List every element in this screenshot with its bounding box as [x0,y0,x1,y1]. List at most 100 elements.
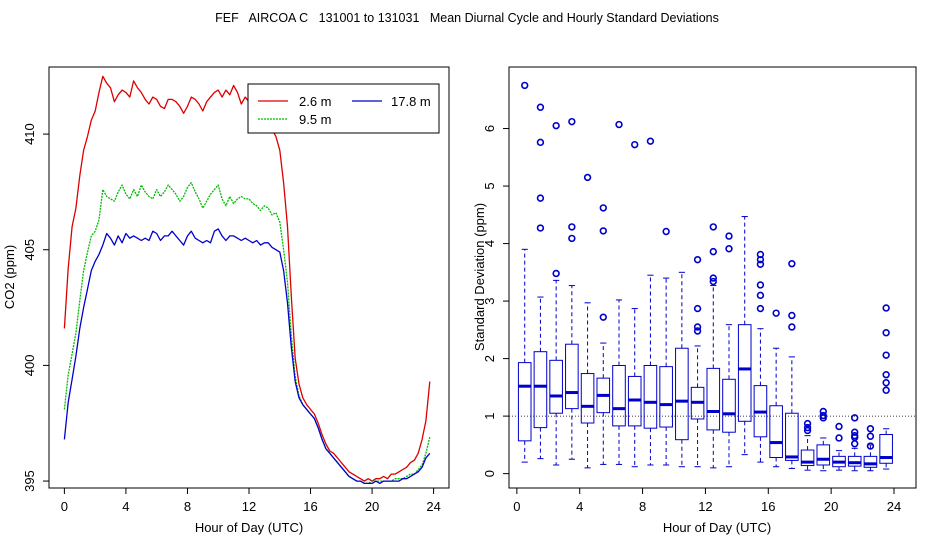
outlier-point [882,329,890,337]
outlier-point [552,269,560,278]
outlier-point [756,304,765,313]
legend-box [247,83,440,134]
boxplot-hour [675,271,689,468]
boxplot-hour [879,304,893,470]
right-y-tick-label: 3 [482,297,497,304]
outlier-point [709,247,717,256]
outlier-point [631,140,639,149]
outlier-point [615,120,623,129]
iqr-box [580,373,595,424]
right-x-tick-label: 4 [576,499,583,514]
right-y-tick-label: 1 [482,412,497,419]
right-y-tick-label: 5 [482,182,497,189]
right-y-axis-label: Standard Deviation (ppm) [472,203,487,351]
iqr-box [879,434,893,464]
right-x-axis-label: Hour of Day (UTC) [663,520,771,535]
outlier-point [788,259,796,268]
iqr-box [863,455,878,468]
outlier-point [599,204,607,212]
iqr-box [675,347,689,441]
iqr-box [800,449,815,467]
right-x-tick-label: 0 [513,499,520,514]
boxplot-hour [769,309,783,468]
outlier-point [709,274,717,282]
right-y-tick-label: 4 [482,240,497,247]
outlier-point [756,291,765,300]
legend-label-17-8m: 17.8 m [391,94,431,109]
boxplot-hour [565,117,579,460]
left-x-tick-label: 20 [365,499,379,514]
iqr-box [612,364,626,427]
outlier-point [568,117,576,126]
left-y-tick-label: 405 [22,239,37,261]
chart-title: FEF AIRCOA C 131001 to 131031 Mean Diurn… [215,11,719,25]
outlier-point [835,422,843,431]
left-x-tick-label: 24 [426,499,440,514]
outlier-point [536,194,545,202]
outlier-point [756,255,765,264]
outlier-point [599,313,607,321]
left-x-axis-label: Hour of Day (UTC) [195,520,303,535]
outlier-point [662,227,670,236]
outlier-point [866,442,875,450]
outlier-point [819,411,827,420]
outlier-point [599,227,607,235]
right-x-tick-label: 12 [698,499,712,514]
boxplot-hour [549,121,563,466]
left-y-tick-label: 400 [22,355,37,377]
iqr-box [533,351,548,429]
iqr-box [549,359,563,414]
outlier-point [536,224,545,232]
outlier-point [709,223,717,231]
left-y-tick-label: 395 [22,470,37,492]
iqr-box [737,324,752,422]
outlier-point [851,440,859,448]
boxplot-hour [800,419,815,471]
left-x-tick-label: 12 [242,499,256,514]
left-x-tick-label: 0 [61,499,68,514]
iqr-box [722,378,736,433]
outlier-point [882,370,890,379]
boxplot-hour [722,232,736,468]
outlier-point [693,255,702,264]
boxplot-hour [517,81,532,463]
boxplot-hour [612,120,626,465]
right-y-tick-label: 0 [482,470,497,477]
left-series-lines [63,75,431,485]
outlier-point [756,260,765,268]
outlier-point [568,234,576,243]
outlier-point [693,304,702,313]
outlier-point [882,379,890,387]
legend-label-9-5m: 9.5 m [299,112,332,127]
legend-label-2-6m: 2.6 m [299,94,332,109]
outlier-point [803,426,812,435]
iqr-box [769,405,783,459]
boxplot-hour [627,140,642,468]
outlier-point [851,414,859,422]
outlier-point [882,304,890,312]
boxplot-hour [533,103,548,460]
outlier-point [756,281,765,289]
outlier-point [835,434,843,442]
outlier-point [803,419,812,428]
outlier-point [803,423,812,432]
boxplot-hour [816,407,831,472]
boxplot-hour [690,255,705,468]
outlier-point [819,414,827,422]
outlier-point [725,232,733,240]
boxplot-hour [863,425,878,472]
outlier-point [772,309,780,317]
right-plot-frame [508,66,917,489]
outlier-point [882,351,890,359]
right-x-tick-label: 24 [887,499,901,514]
boxplot-hour [706,223,721,469]
outlier-point [788,323,796,331]
right-x-tick-label: 20 [824,499,838,514]
right-x-tick-label: 8 [639,499,646,514]
iqr-box [643,364,658,429]
series-line-9-5m [63,182,431,485]
left-x-tick-label: 8 [184,499,191,514]
right-boxplots [509,81,916,472]
boxplot-hour [737,216,752,456]
